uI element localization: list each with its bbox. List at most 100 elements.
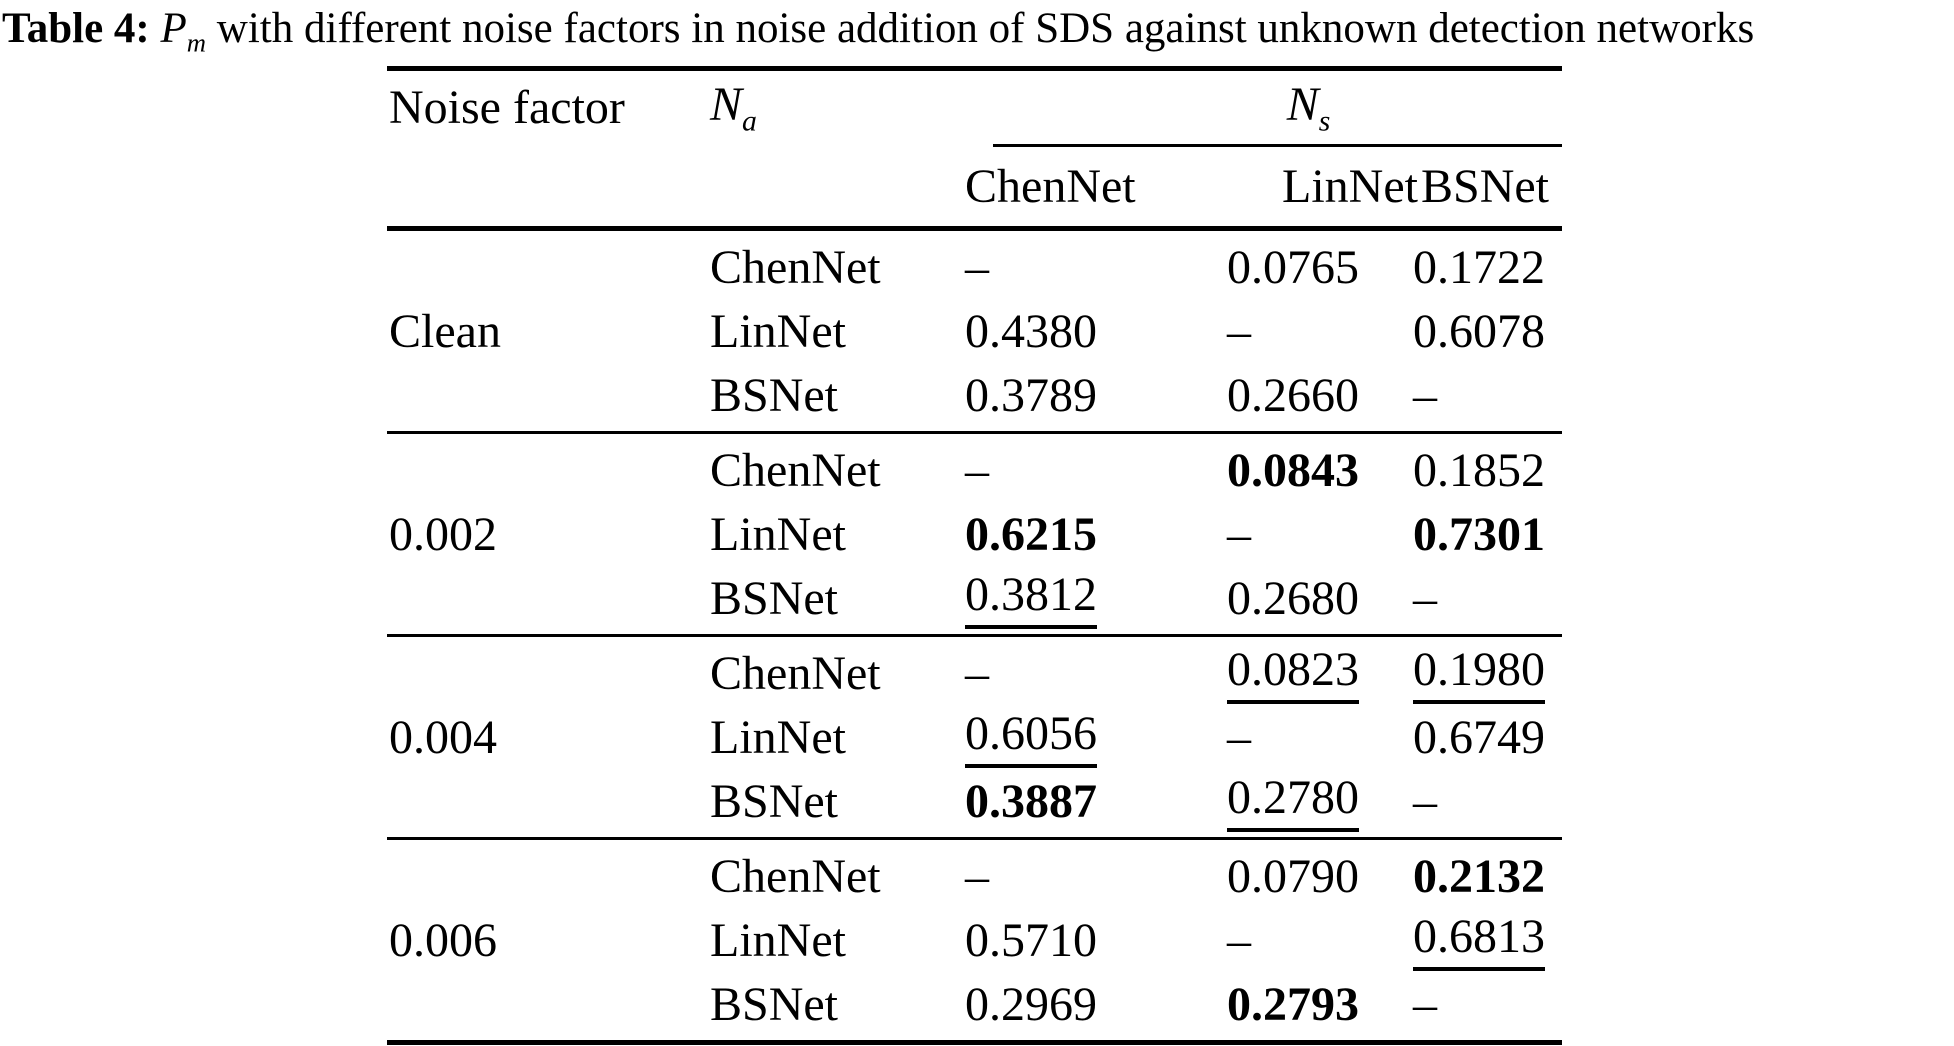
cell-value: 0.1852 xyxy=(1413,443,1545,497)
table-cell: 0.6215 xyxy=(965,507,1227,562)
cell-value: – xyxy=(1413,774,1437,828)
cell-value: – xyxy=(1227,913,1251,967)
caption-variable-subscript: m xyxy=(186,27,207,58)
cell-value: – xyxy=(1413,571,1437,625)
row-network: ChenNet xyxy=(710,443,881,497)
column-header-chennet: ChenNet xyxy=(965,160,1136,213)
table-cell: 0.6078 xyxy=(1413,304,1562,359)
table-cell: 0.2793 xyxy=(1227,977,1413,1032)
group-clean: Clean ChenNet – 0.0765 0.1722 LinNet 0.4… xyxy=(387,231,1562,431)
table-cell: 0.1852 xyxy=(1413,443,1562,498)
cell-value: 0.7301 xyxy=(1413,507,1545,561)
table-cell: 0.0765 xyxy=(1227,240,1413,295)
table-cell: – xyxy=(1227,710,1413,765)
table-cell: 0.0823 xyxy=(1227,642,1413,704)
table-cell: 0.0843 xyxy=(1227,443,1413,498)
group-0006: 0.006 ChenNet – 0.0790 0.2132 LinNet 0.5… xyxy=(387,840,1562,1040)
cell-value: 0.6749 xyxy=(1413,710,1545,764)
table-cell: 0.2780 xyxy=(1227,770,1413,832)
row-network: LinNet xyxy=(710,304,846,358)
table-cell: – xyxy=(1413,977,1562,1032)
group-label: 0.006 xyxy=(389,913,497,967)
cell-value: 0.2793 xyxy=(1227,977,1359,1031)
table-cell: 0.2132 xyxy=(1413,849,1562,904)
cell-value: 0.0790 xyxy=(1227,849,1359,903)
cell-value: 0.0823 xyxy=(1227,642,1359,704)
cell-value: 0.2132 xyxy=(1413,849,1545,903)
column-header-ns: Ns xyxy=(1010,77,1607,139)
cell-value: 0.6813 xyxy=(1413,909,1545,971)
group-separator-rule xyxy=(387,837,1562,840)
cell-value: – xyxy=(1413,977,1437,1031)
ns-span-rule xyxy=(993,144,1562,147)
table-cell: 0.2969 xyxy=(965,977,1227,1032)
row-network: ChenNet xyxy=(710,646,881,700)
cell-value: 0.6078 xyxy=(1413,304,1545,358)
table-cell: 0.3789 xyxy=(965,368,1227,423)
row-network: ChenNet xyxy=(710,849,881,903)
table-cell: 0.5710 xyxy=(965,913,1227,968)
group-0002: 0.002 ChenNet – 0.0843 0.1852 LinNet 0.6… xyxy=(387,434,1562,634)
table-cell: – xyxy=(965,240,1227,295)
table-cell: – xyxy=(1227,913,1413,968)
cell-value: 0.1980 xyxy=(1413,642,1545,704)
cell-value: 0.2660 xyxy=(1227,368,1359,422)
table-cell: – xyxy=(965,443,1227,498)
group-label: 0.002 xyxy=(389,507,497,561)
table-header-row-2: ChenNet LinNet BSNet xyxy=(387,147,1562,226)
table-cell: 0.6813 xyxy=(1413,909,1562,971)
table-cell: 0.0790 xyxy=(1227,849,1413,904)
cell-value: – xyxy=(1227,304,1251,358)
cell-value: – xyxy=(1227,507,1251,561)
cell-value: 0.5710 xyxy=(965,913,1097,967)
ns-subscript: s xyxy=(1318,104,1331,138)
cell-value: 0.0765 xyxy=(1227,240,1359,294)
table-cell: – xyxy=(965,849,1227,904)
table-cell: 0.2660 xyxy=(1227,368,1413,423)
cell-value: 0.2780 xyxy=(1227,770,1359,832)
table-cell: 0.1980 xyxy=(1413,642,1562,704)
table-header-row-1: Noise factor Na Ns xyxy=(387,71,1562,144)
table-cell: 0.6056 xyxy=(965,706,1227,768)
row-network: ChenNet xyxy=(710,240,881,294)
results-table: Noise factor Na Ns ChenNet LinNet BSNet … xyxy=(387,66,1562,1045)
caption-text: with different noise factors in noise ad… xyxy=(206,5,1755,52)
table-cell: 0.1722 xyxy=(1413,240,1562,295)
table-cell: 0.6749 xyxy=(1413,710,1562,765)
caption-label: Table 4: xyxy=(2,5,161,52)
cell-value: 0.3812 xyxy=(965,567,1097,629)
ns-symbol: N xyxy=(1286,77,1319,131)
table-cell: – xyxy=(1227,304,1413,359)
row-network: LinNet xyxy=(710,710,846,764)
table-cell: 0.2680 xyxy=(1227,571,1413,626)
row-network: LinNet xyxy=(710,913,846,967)
cell-value: – xyxy=(965,849,989,903)
row-network: BSNet xyxy=(710,571,839,625)
group-label: Clean xyxy=(389,304,501,358)
cell-value: 0.2969 xyxy=(965,977,1097,1031)
table-cell: 0.4380 xyxy=(965,304,1227,359)
cell-value: 0.6215 xyxy=(965,507,1097,561)
table-cell: – xyxy=(1227,507,1413,562)
table-cell: – xyxy=(1413,368,1562,423)
table-header-rule xyxy=(387,226,1562,231)
cell-value: – xyxy=(965,646,989,700)
column-header-na: Na xyxy=(710,77,965,139)
row-network: BSNet xyxy=(710,977,839,1031)
table-top-rule xyxy=(387,66,1562,71)
cell-value: 0.3887 xyxy=(965,774,1097,828)
row-network: LinNet xyxy=(710,507,846,561)
caption-variable: P xyxy=(160,5,187,52)
table-bottom-rule xyxy=(387,1040,1562,1045)
na-symbol: N xyxy=(710,77,743,131)
cell-value: 0.4380 xyxy=(965,304,1097,358)
group-separator-rule xyxy=(387,431,1562,434)
table-cell: 0.3812 xyxy=(965,567,1227,629)
group-0004: 0.004 ChenNet – 0.0823 0.1980 LinNet 0.6… xyxy=(387,637,1562,837)
column-header-linnet: LinNet xyxy=(1282,160,1418,213)
cell-value: 0.1722 xyxy=(1413,240,1545,294)
cell-value: 0.0843 xyxy=(1227,443,1359,497)
cell-value: – xyxy=(1413,368,1437,422)
cell-value: 0.2680 xyxy=(1227,571,1359,625)
cell-value: – xyxy=(965,240,989,294)
